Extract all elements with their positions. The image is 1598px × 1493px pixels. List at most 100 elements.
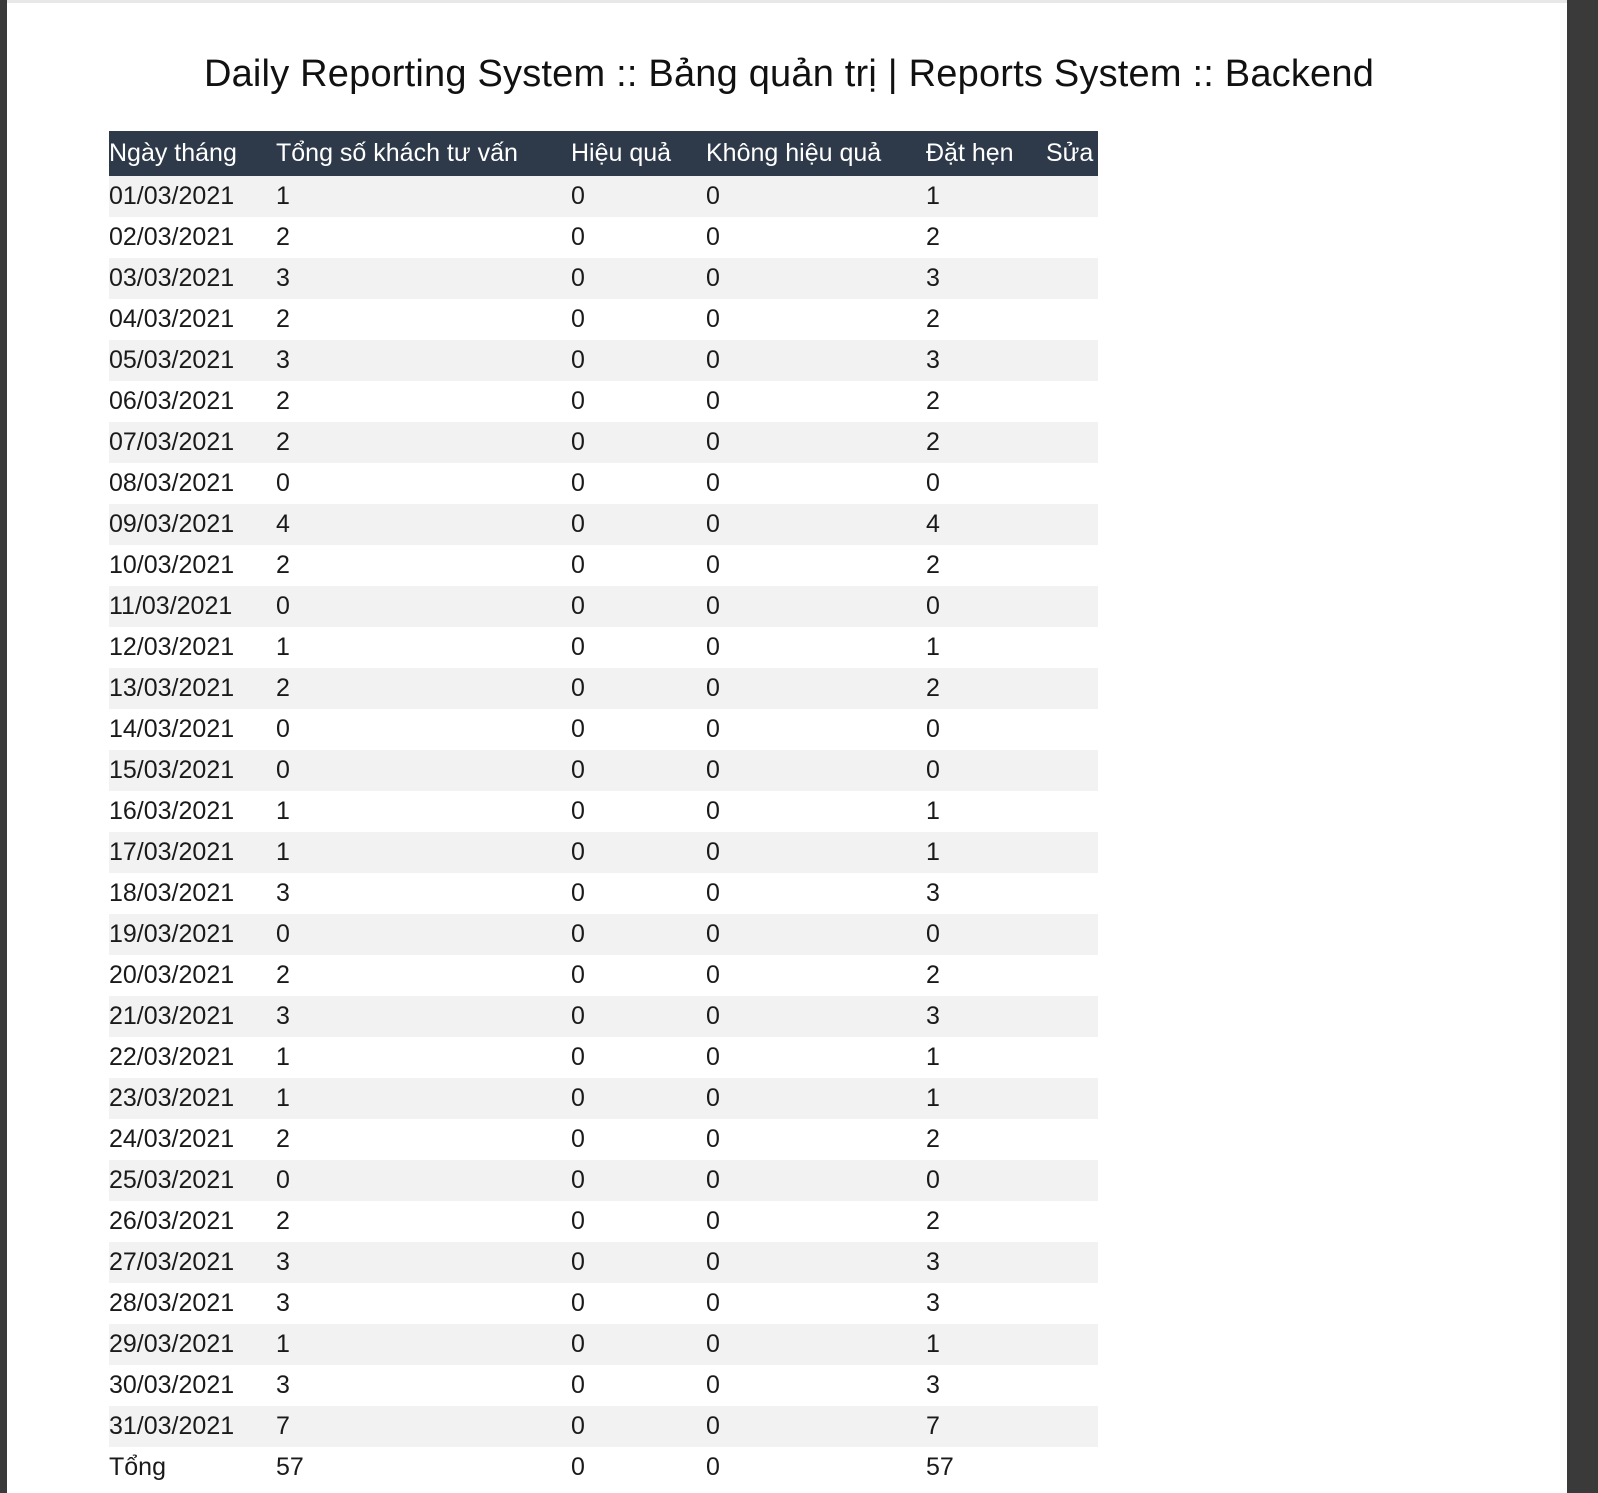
cell-total-customers: 4 <box>276 504 571 545</box>
table-row: 17/03/2021 1 0 0 1 <box>109 832 1098 873</box>
cell-total-customers: 2 <box>276 299 571 340</box>
cell-effective: 0 <box>571 299 706 340</box>
cell-edit[interactable] <box>1046 791 1098 832</box>
cell-effective: 0 <box>571 1324 706 1365</box>
cell-not-effective: 0 <box>706 1037 926 1078</box>
cell-total-customers: 0 <box>276 750 571 791</box>
cell-not-effective: 0 <box>706 1201 926 1242</box>
cell-not-effective: 0 <box>706 381 926 422</box>
cell-edit[interactable] <box>1046 832 1098 873</box>
cell-not-effective: 0 <box>706 709 926 750</box>
cell-edit[interactable] <box>1046 258 1098 299</box>
cell-edit[interactable] <box>1046 873 1098 914</box>
cell-edit[interactable] <box>1046 914 1098 955</box>
table-row: 18/03/2021 3 0 0 3 <box>109 873 1098 914</box>
cell-effective: 0 <box>571 381 706 422</box>
cell-appointments: 2 <box>926 955 1046 996</box>
cell-date: 22/03/2021 <box>109 1037 276 1078</box>
cell-effective: 0 <box>571 750 706 791</box>
cell-edit[interactable] <box>1046 340 1098 381</box>
cell-appointments: 57 <box>926 1447 1046 1488</box>
cell-edit[interactable] <box>1046 1119 1098 1160</box>
cell-effective: 0 <box>571 217 706 258</box>
cell-total-customers: 3 <box>276 1242 571 1283</box>
cell-edit[interactable] <box>1046 750 1098 791</box>
cell-date: 26/03/2021 <box>109 1201 276 1242</box>
header-edit: Sửa <box>1046 131 1098 176</box>
cell-date: 10/03/2021 <box>109 545 276 586</box>
cell-effective: 0 <box>571 873 706 914</box>
cell-edit[interactable] <box>1046 1324 1098 1365</box>
cell-effective: 0 <box>571 709 706 750</box>
cell-edit[interactable] <box>1046 463 1098 504</box>
header-total-customers: Tổng số khách tư vấn <box>276 131 571 176</box>
report-page: Daily Reporting System :: Bảng quản trị … <box>7 0 1567 1493</box>
cell-effective: 0 <box>571 627 706 668</box>
daily-report-table: Ngày tháng Tổng số khách tư vấn Hiệu quả… <box>109 131 1098 1488</box>
cell-edit[interactable] <box>1046 545 1098 586</box>
cell-edit[interactable] <box>1046 1447 1098 1488</box>
cell-edit[interactable] <box>1046 176 1098 217</box>
cell-total-customers: 2 <box>276 1119 571 1160</box>
cell-edit[interactable] <box>1046 299 1098 340</box>
cell-edit[interactable] <box>1046 1406 1098 1447</box>
cell-total-customers: 0 <box>276 1160 571 1201</box>
table-row: 09/03/2021 4 0 0 4 <box>109 504 1098 545</box>
cell-not-effective: 0 <box>706 299 926 340</box>
cell-edit[interactable] <box>1046 1201 1098 1242</box>
cell-effective: 0 <box>571 668 706 709</box>
cell-total-customers: 3 <box>276 996 571 1037</box>
cell-total-customers: 57 <box>276 1447 571 1488</box>
cell-edit[interactable] <box>1046 1037 1098 1078</box>
cell-total-customers: 1 <box>276 832 571 873</box>
cell-effective: 0 <box>571 914 706 955</box>
cell-total-customers: 7 <box>276 1406 571 1447</box>
cell-not-effective: 0 <box>706 1365 926 1406</box>
cell-edit[interactable] <box>1046 422 1098 463</box>
cell-edit[interactable] <box>1046 381 1098 422</box>
cell-appointments: 3 <box>926 873 1046 914</box>
cell-not-effective: 0 <box>706 873 926 914</box>
cell-total-customers: 1 <box>276 627 571 668</box>
cell-appointments: 2 <box>926 299 1046 340</box>
cell-total-customers: 2 <box>276 217 571 258</box>
cell-edit[interactable] <box>1046 1078 1098 1119</box>
cell-edit[interactable] <box>1046 668 1098 709</box>
table-row: 08/03/2021 0 0 0 0 <box>109 463 1098 504</box>
cell-edit[interactable] <box>1046 1283 1098 1324</box>
header-date: Ngày tháng <box>109 131 276 176</box>
cell-edit[interactable] <box>1046 1160 1098 1201</box>
cell-date: 27/03/2021 <box>109 1242 276 1283</box>
table-row: 11/03/2021 0 0 0 0 <box>109 586 1098 627</box>
cell-edit[interactable] <box>1046 504 1098 545</box>
table-row: 24/03/2021 2 0 0 2 <box>109 1119 1098 1160</box>
cell-edit[interactable] <box>1046 955 1098 996</box>
cell-total-customers: 0 <box>276 709 571 750</box>
cell-date: 05/03/2021 <box>109 340 276 381</box>
table-row: 04/03/2021 2 0 0 2 <box>109 299 1098 340</box>
cell-effective: 0 <box>571 422 706 463</box>
table-row: 12/03/2021 1 0 0 1 <box>109 627 1098 668</box>
cell-appointments: 1 <box>926 627 1046 668</box>
cell-not-effective: 0 <box>706 791 926 832</box>
cell-edit[interactable] <box>1046 627 1098 668</box>
cell-appointments: 3 <box>926 258 1046 299</box>
cell-edit[interactable] <box>1046 1365 1098 1406</box>
cell-edit[interactable] <box>1046 586 1098 627</box>
cell-date: 23/03/2021 <box>109 1078 276 1119</box>
cell-effective: 0 <box>571 791 706 832</box>
cell-appointments: 2 <box>926 545 1046 586</box>
cell-edit[interactable] <box>1046 217 1098 258</box>
table-row: 31/03/2021 7 0 0 7 <box>109 1406 1098 1447</box>
cell-date: 04/03/2021 <box>109 299 276 340</box>
cell-effective: 0 <box>571 955 706 996</box>
cell-not-effective: 0 <box>706 750 926 791</box>
cell-edit[interactable] <box>1046 709 1098 750</box>
cell-edit[interactable] <box>1046 1242 1098 1283</box>
cell-appointments: 2 <box>926 1119 1046 1160</box>
table-body: 01/03/2021 1 0 0 1 02/03/2021 2 0 0 2 03/03/2021 3 0… <box>109 176 1098 1488</box>
cell-not-effective: 0 <box>706 1447 926 1488</box>
cell-edit[interactable] <box>1046 996 1098 1037</box>
table-row: 06/03/2021 2 0 0 2 <box>109 381 1098 422</box>
cell-total-customers: 2 <box>276 955 571 996</box>
